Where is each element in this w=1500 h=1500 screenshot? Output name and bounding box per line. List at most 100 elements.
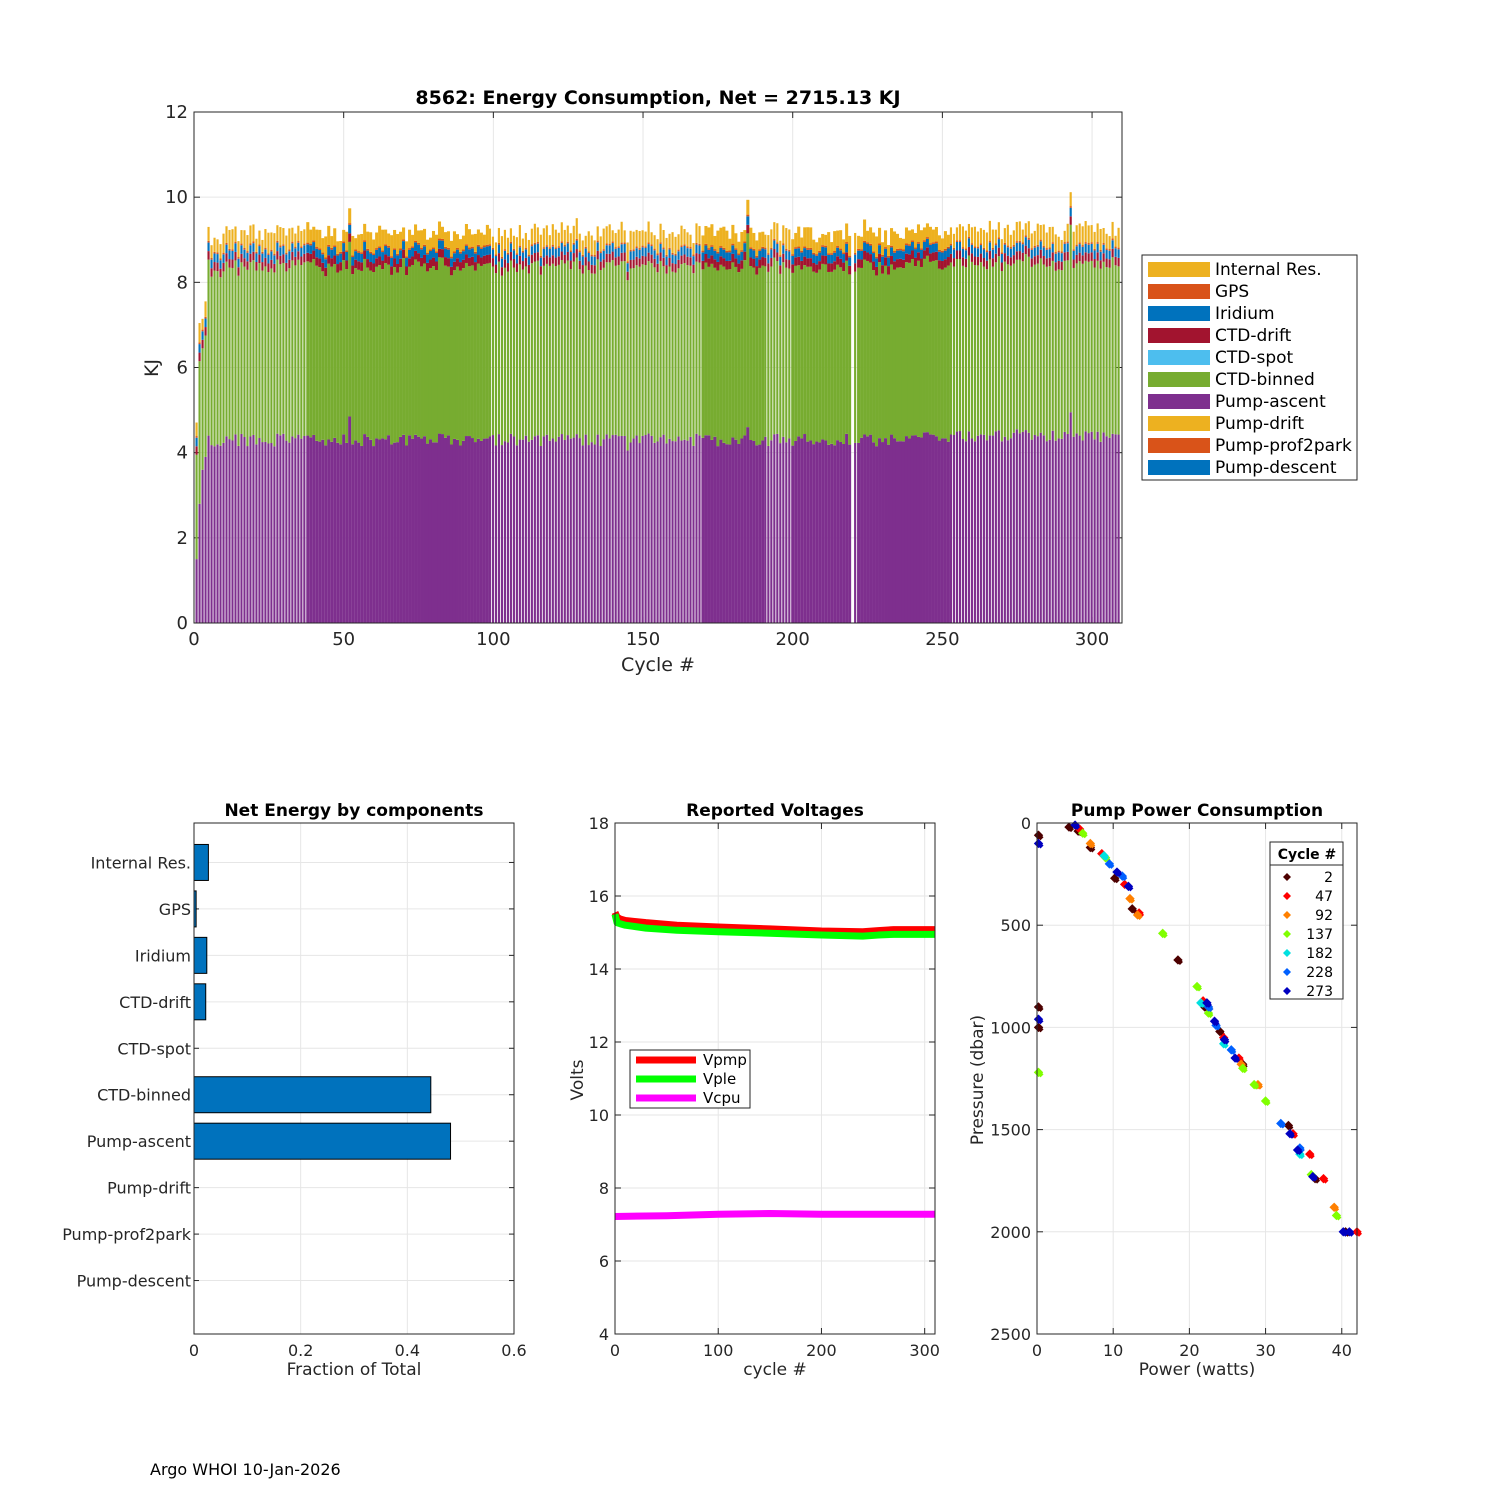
energy-bar-segment: [354, 238, 358, 250]
energy-bar-segment: [1096, 242, 1099, 244]
energy-bar-segment: [405, 266, 409, 276]
energy-bar-segment: [527, 273, 530, 442]
legend-label: 137: [1306, 927, 1333, 943]
energy-bar-segment: [219, 244, 222, 259]
energy-bar-segment: [348, 416, 352, 623]
energy-bar-segment: [270, 232, 273, 250]
energy-bar-segment: [800, 250, 804, 253]
energy-bar-segment: [494, 242, 498, 255]
energy-bar-segment: [662, 230, 665, 248]
energy-bar-segment: [800, 269, 804, 439]
legend-label: 273: [1306, 984, 1333, 1000]
energy-bar-segment: [824, 247, 828, 256]
energy-bar-segment: [1042, 435, 1045, 623]
energy-bar-segment: [611, 251, 614, 261]
energy-bar-segment: [620, 221, 623, 243]
energy-bar-segment: [461, 251, 465, 260]
energy-bar-segment: [476, 229, 480, 245]
energy-bar-segment: [1054, 234, 1057, 253]
energy-bar-segment: [782, 253, 785, 263]
energy-bar-segment: [566, 243, 569, 252]
legend-marker: [1283, 911, 1291, 919]
energy-bar-segment: [695, 433, 698, 623]
energy-bar-segment: [827, 263, 831, 272]
energy-bar-segment: [216, 252, 219, 255]
energy-bar-segment: [812, 271, 816, 445]
energy-bar-segment: [1024, 430, 1027, 623]
energy-bar-segment: [943, 259, 947, 268]
pump-point: [1113, 877, 1120, 884]
energy-bar-segment: [428, 251, 433, 260]
energy-bar-segment: [931, 260, 935, 435]
energy-bar-segment: [545, 245, 548, 247]
energy-bar-segment: [632, 259, 635, 269]
energy-bar-segment: [387, 233, 391, 246]
energy-bar-segment: [402, 434, 406, 623]
energy-bar-segment: [1057, 252, 1060, 261]
energy-bar-segment: [452, 270, 456, 439]
energy-xtick-label: 0: [188, 629, 199, 650]
legend-marker: [1283, 892, 1291, 900]
energy-bar-segment: [761, 231, 765, 247]
energy-bar-segment: [273, 255, 276, 264]
energy-bar-segment: [372, 254, 376, 264]
energy-bar-segment: [653, 248, 656, 251]
energy-bar-segment: [434, 252, 439, 262]
energy-bar-segment: [204, 301, 207, 317]
energy-bar-segment: [378, 256, 382, 266]
legend-swatch: [1148, 328, 1210, 343]
energy-bar-segment: [881, 256, 885, 266]
pump-point: [1322, 1177, 1329, 1184]
energy-bar-segment: [440, 249, 445, 258]
energy-bar-segment: [303, 245, 306, 254]
energy-bar-segment: [979, 245, 982, 254]
energy-bar-segment: [420, 230, 424, 248]
energy-bar-segment: [869, 227, 873, 244]
energy-bar-segment: [692, 273, 695, 446]
energy-bar-segment: [551, 245, 554, 247]
energy-bar-segment: [863, 242, 867, 251]
energy-bar-segment: [315, 248, 319, 258]
energy-bar-segment: [887, 266, 891, 275]
pump-xtick-label: 0: [1032, 1341, 1042, 1360]
energy-bar-segment: [857, 259, 861, 268]
pump-point: [1127, 904, 1137, 914]
energy-bar-segment: [985, 250, 988, 253]
energy-bar-segment: [719, 247, 723, 257]
energy-bar-segment: [494, 273, 498, 446]
energy-bar-segment: [267, 263, 270, 272]
energy-bar-segment: [1000, 252, 1003, 255]
energy-bar-segment: [836, 264, 840, 441]
energy-bar-segment: [1054, 270, 1057, 441]
energy-bar-segment: [719, 256, 723, 265]
energy-bar-segment: [291, 241, 294, 244]
energy-bar-segment: [491, 435, 495, 623]
energy-bar-segment: [875, 275, 879, 447]
energy-xtick-label: 200: [776, 629, 810, 650]
energy-bar-segment: [258, 246, 261, 255]
energy-bar-segment: [434, 234, 439, 252]
energy-bar-segment: [273, 446, 276, 623]
energy-bar-segment: [545, 255, 548, 264]
energy-bar-segment: [294, 233, 297, 247]
energy-bar-segment: [761, 246, 765, 249]
energy-bar-segment: [428, 268, 433, 440]
energy-bar-segment: [997, 239, 1000, 248]
energy-bar-segment: [752, 250, 756, 259]
energy-bar-segment: [677, 268, 680, 437]
energy-bar-segment: [659, 260, 662, 438]
energy-bar-segment: [246, 235, 249, 252]
energy-bar-segment: [315, 257, 319, 266]
energy-bar-segment: [746, 199, 750, 215]
energy-bar-segment: [872, 251, 876, 254]
energy-legend: Internal Res.GPSIridiumCTD-driftCTD-spot…: [1141, 254, 1358, 481]
energy-bar-segment: [300, 230, 303, 247]
energy-bar-segment: [581, 254, 584, 257]
pump-point: [1288, 1132, 1295, 1139]
energy-bar-segment: [258, 254, 261, 264]
energy-bar-segment: [890, 255, 894, 265]
energy-bar-segment: [1021, 261, 1024, 432]
energy-bar-segment: [324, 276, 328, 446]
energy-bar-segment: [485, 263, 489, 439]
